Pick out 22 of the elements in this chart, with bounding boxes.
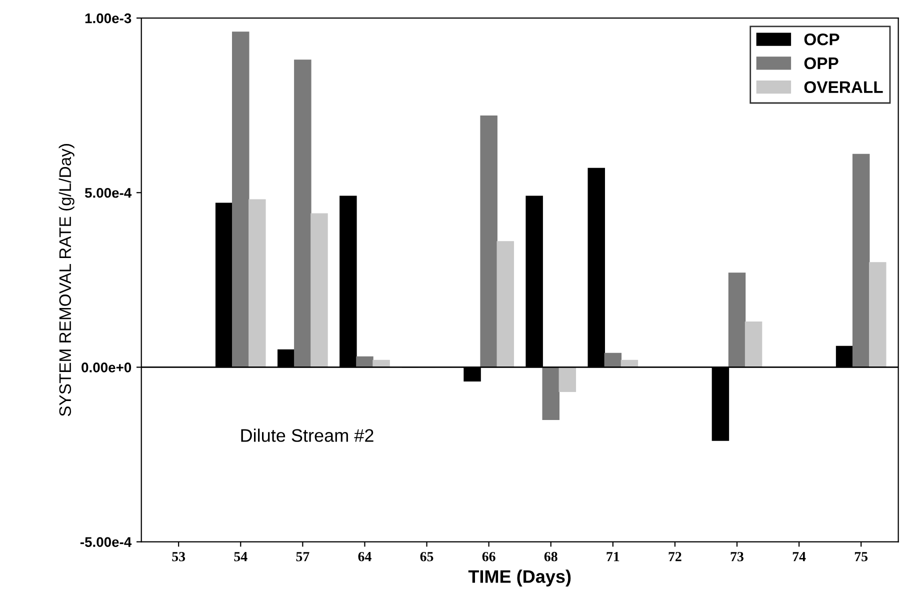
x-tick-label: 74 [792, 552, 806, 562]
y-tick-label: 0.00e+0 [82, 362, 132, 372]
x-tick-label: 71 [606, 552, 620, 562]
x-tick-label: 53 [172, 552, 186, 562]
y-tick-label: 1.00e-3 [85, 13, 132, 24]
y-tick-label: 5.00e-4 [84, 188, 132, 198]
x-tick-label: 65 [420, 552, 434, 562]
x-tick-label: 64 [358, 552, 372, 562]
y-tick-label: -5.00e-4 [80, 537, 132, 547]
x-tick-label: 75 [854, 552, 868, 562]
x-tick-label: 68 [544, 552, 558, 562]
x-tick-label: 57 [296, 552, 310, 562]
legend-label: OVERALL [804, 81, 883, 94]
x-tick-label: 72 [668, 552, 682, 562]
legend-label: OCP [804, 34, 840, 46]
x-tick-label: 66 [482, 552, 496, 562]
x-tick-label: 54 [234, 552, 248, 562]
x-tick-label: 73 [730, 552, 744, 562]
legend-label: OPP [804, 57, 838, 70]
y-axis-title: SYSTEM REMOVAL RATE (g/L/Day) [58, 144, 74, 416]
annotation: Dilute Stream #2 [241, 428, 374, 442]
x-axis-title: TIME (Days) [468, 570, 571, 587]
